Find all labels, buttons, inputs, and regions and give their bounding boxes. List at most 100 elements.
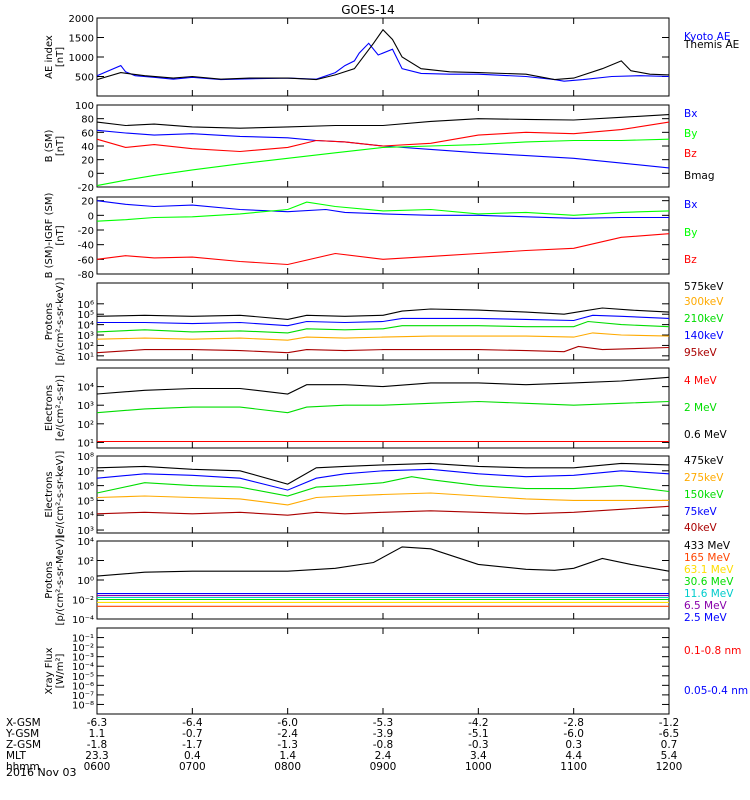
y-tick-label: 10⁵ xyxy=(77,310,94,321)
y-axis-label-line: [W/m²] xyxy=(55,653,66,688)
axis-row-value: -1.7 xyxy=(182,739,203,751)
y-axis-label: Protons[p/(cm²-s-sr-MeV)] xyxy=(44,534,66,625)
y-axis-label-line: [e/(cm²-s-sr)] xyxy=(55,375,66,441)
axis-row-value: 1000 xyxy=(465,761,492,773)
y-tick-label: 10⁴ xyxy=(77,383,94,394)
legend-label: 6.5 MeV xyxy=(684,600,728,612)
panel-frame xyxy=(96,196,670,275)
axis-row-value: 0600 xyxy=(84,761,111,773)
y-tick-label: 10⁶ xyxy=(77,300,94,311)
legend-label: By xyxy=(684,227,697,239)
legend-label: 2 MeV xyxy=(684,402,718,414)
y-tick-label: 40 xyxy=(81,142,94,153)
axis-row-value: 1.1 xyxy=(89,728,106,740)
y-tick-label: 10⁻³ xyxy=(72,653,94,664)
axis-row-value: -0.3 xyxy=(468,739,489,751)
y-tick-label: 10⁻⁶ xyxy=(72,681,94,692)
series-line-protons_low-3 xyxy=(97,314,670,327)
y-tick-label: 0 xyxy=(88,169,94,180)
y-tick-label: 10⁻¹ xyxy=(72,634,94,645)
series-line-electrons_low-2 xyxy=(96,476,670,497)
ephemeris-axis-table: X-GSM -6.3 -6.4 -6.0 -5.3 -4.2 -2.8 -1.2 Y-GSM 1.… xyxy=(5,717,682,773)
y-tick-label: 10² xyxy=(77,557,94,568)
axis-row-label: Y-GSM xyxy=(5,728,39,740)
y-tick-label: 10⁻⁷ xyxy=(72,691,94,702)
axis-row-value: -6.4 xyxy=(182,717,203,729)
plot-title: GOES-14 xyxy=(341,3,395,17)
y-axis-label-line: B (SM) xyxy=(44,129,55,162)
legend-label: 4 MeV xyxy=(684,375,718,387)
axis-row-value: 3.4 xyxy=(470,750,487,762)
axis-row-value: -5.1 xyxy=(468,728,489,740)
legend-label: 63.1 MeV xyxy=(684,564,734,576)
legend-label: 2.5 MeV xyxy=(684,612,728,624)
series-line-bsm-0 xyxy=(96,129,670,169)
y-tick-label: 10⁻² xyxy=(72,596,94,607)
panel-electrons_high: 10¹ 10² 10³ 10⁴ Electrons[e/(cm²-s-sr)] 4 MeV… xyxy=(44,367,728,449)
series-line-bigrf-1 xyxy=(96,201,670,222)
y-tick-label: 10⁻⁴ xyxy=(72,615,94,626)
legend-label: 275keV xyxy=(684,472,724,484)
y-axis-label-line: Electrons xyxy=(44,385,55,431)
y-tick-label: 60 xyxy=(81,128,94,139)
y-tick-label: 2000 xyxy=(69,14,94,25)
series-line-protons_low-2 xyxy=(96,320,670,334)
axis-row-value: -2.4 xyxy=(277,728,298,740)
y-tick-label: 10² xyxy=(77,420,94,431)
y-axis-label: Protons[p/(cm²-s-sr-keV)] xyxy=(44,278,66,366)
y-tick-label: 10⁵ xyxy=(77,496,94,507)
y-tick-label: 10⁴ xyxy=(77,511,94,522)
axis-row-label: X-GSM xyxy=(6,717,41,729)
axis-row-value: 0.3 xyxy=(565,739,582,751)
axis-row-value: -6.0 xyxy=(277,717,298,729)
date-label: 2016 Nov 03 xyxy=(6,766,76,779)
y-axis-label: AE index[nT] xyxy=(44,35,66,79)
axis-row-value: -4.2 xyxy=(468,717,489,729)
series-line-electrons_high-2 xyxy=(96,376,670,395)
axis-row-value: 0.4 xyxy=(184,750,201,762)
y-axis-label-line: AE index xyxy=(44,35,55,79)
y-tick-label: 10⁻² xyxy=(72,643,94,654)
y-tick-label: 1000 xyxy=(69,53,94,64)
y-axis-label-line: [e/(cm²-s-sr-keV)] xyxy=(55,451,66,539)
axis-row-value: 0900 xyxy=(370,761,397,773)
axis-row-value: -6.3 xyxy=(87,717,108,729)
axis-row-value: -2.8 xyxy=(563,717,584,729)
series-line-bsm-2 xyxy=(96,121,670,153)
y-tick-label: 10⁻⁸ xyxy=(72,700,94,711)
y-tick-label: 0 xyxy=(88,211,94,222)
series-line-electrons_low-1 xyxy=(96,492,669,506)
y-tick-label: 10⁰ xyxy=(77,576,94,587)
legend-label: 30.6 MeV xyxy=(684,576,734,588)
y-tick-label: 100 xyxy=(75,101,94,112)
series-line-ae-0 xyxy=(96,42,670,82)
legend-label: 433 MeV xyxy=(684,540,731,552)
y-axis-label: Xray Flux[W/m²] xyxy=(44,647,66,694)
y-tick-label: 10³ xyxy=(77,526,94,537)
y-tick-label: 10³ xyxy=(77,331,94,342)
y-axis-label-line: [p/(cm²-s-sr-keV)] xyxy=(55,278,66,366)
axis-row-value: -1.8 xyxy=(87,739,108,751)
series-line-electrons_low-4 xyxy=(96,505,670,516)
panel-protons_high: 10⁻⁴ 10⁻² 10⁰ 10² 10⁴ Protons[p/(cm²-s-sr-MeV… xyxy=(44,534,734,626)
legend-label: 0.1-0.8 nm xyxy=(684,645,741,657)
axis-row-label: Z-GSM xyxy=(6,739,41,751)
axis-row-value: 1100 xyxy=(560,761,587,773)
axis-row-value: 23.3 xyxy=(85,750,108,762)
legend-label: 0.05-0.4 nm xyxy=(684,685,748,697)
legend-label: 95keV xyxy=(684,347,718,359)
y-tick-label: 1500 xyxy=(69,34,94,45)
axis-row-value: -6.0 xyxy=(563,728,584,740)
y-tick-label: -40 xyxy=(78,241,94,252)
axis-row-value: -6.5 xyxy=(659,728,680,740)
series-line-electrons_high-1 xyxy=(96,400,670,414)
y-tick-label: 20 xyxy=(81,156,94,167)
y-tick-label: 10¹ xyxy=(77,438,94,449)
y-axis-label: B (SM)[nT] xyxy=(44,129,66,162)
panel-electrons_low: 10³ 10⁴ 10⁵ 10⁶ 10⁷ 10⁸ Electrons[e/(cm²-s-sr-… xyxy=(44,451,724,539)
axis-row-value: -5.3 xyxy=(373,717,394,729)
panel-bigrf: -80 -60 -40 -20 0 20 B (SM)-IGRF (SM)[nT] Bx By B… xyxy=(44,193,697,281)
series-line-bsm-3 xyxy=(96,114,670,129)
